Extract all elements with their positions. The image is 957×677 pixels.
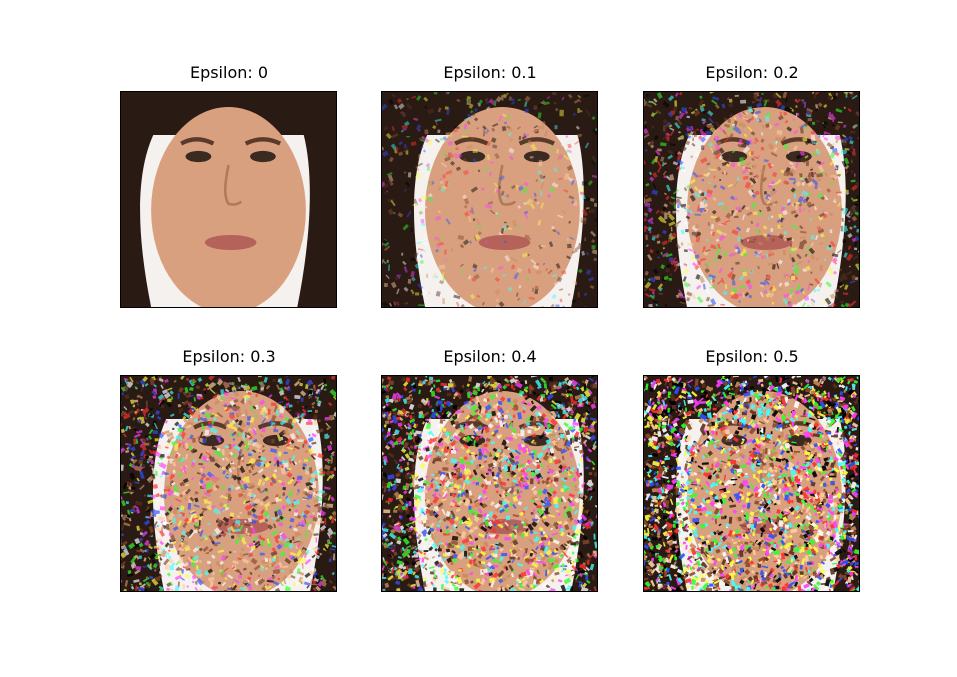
panel-eps-0.2: Epsilon: 0.2 xyxy=(643,63,861,309)
panel-title: Epsilon: 0 xyxy=(189,63,269,82)
panel-eps-0.4: Epsilon: 0.4 xyxy=(381,347,599,593)
panel-title: Epsilon: 0.5 xyxy=(705,347,799,366)
face-image xyxy=(120,91,337,308)
face-image xyxy=(120,375,337,592)
panel-title: Epsilon: 0.1 xyxy=(443,63,537,82)
face-image xyxy=(643,91,860,308)
panel-eps-0.1: Epsilon: 0.1 xyxy=(381,63,599,309)
panel-eps-0.3: Epsilon: 0.3 xyxy=(120,347,338,593)
face-image xyxy=(381,91,598,308)
panel-title: Epsilon: 0.2 xyxy=(705,63,799,82)
face-image xyxy=(381,375,598,592)
panel-eps-0: Epsilon: 0 xyxy=(120,63,338,309)
panel-eps-0.5: Epsilon: 0.5 xyxy=(643,347,861,593)
face-image xyxy=(643,375,860,592)
panel-title: Epsilon: 0.4 xyxy=(443,347,537,366)
panel-title: Epsilon: 0.3 xyxy=(182,347,276,366)
